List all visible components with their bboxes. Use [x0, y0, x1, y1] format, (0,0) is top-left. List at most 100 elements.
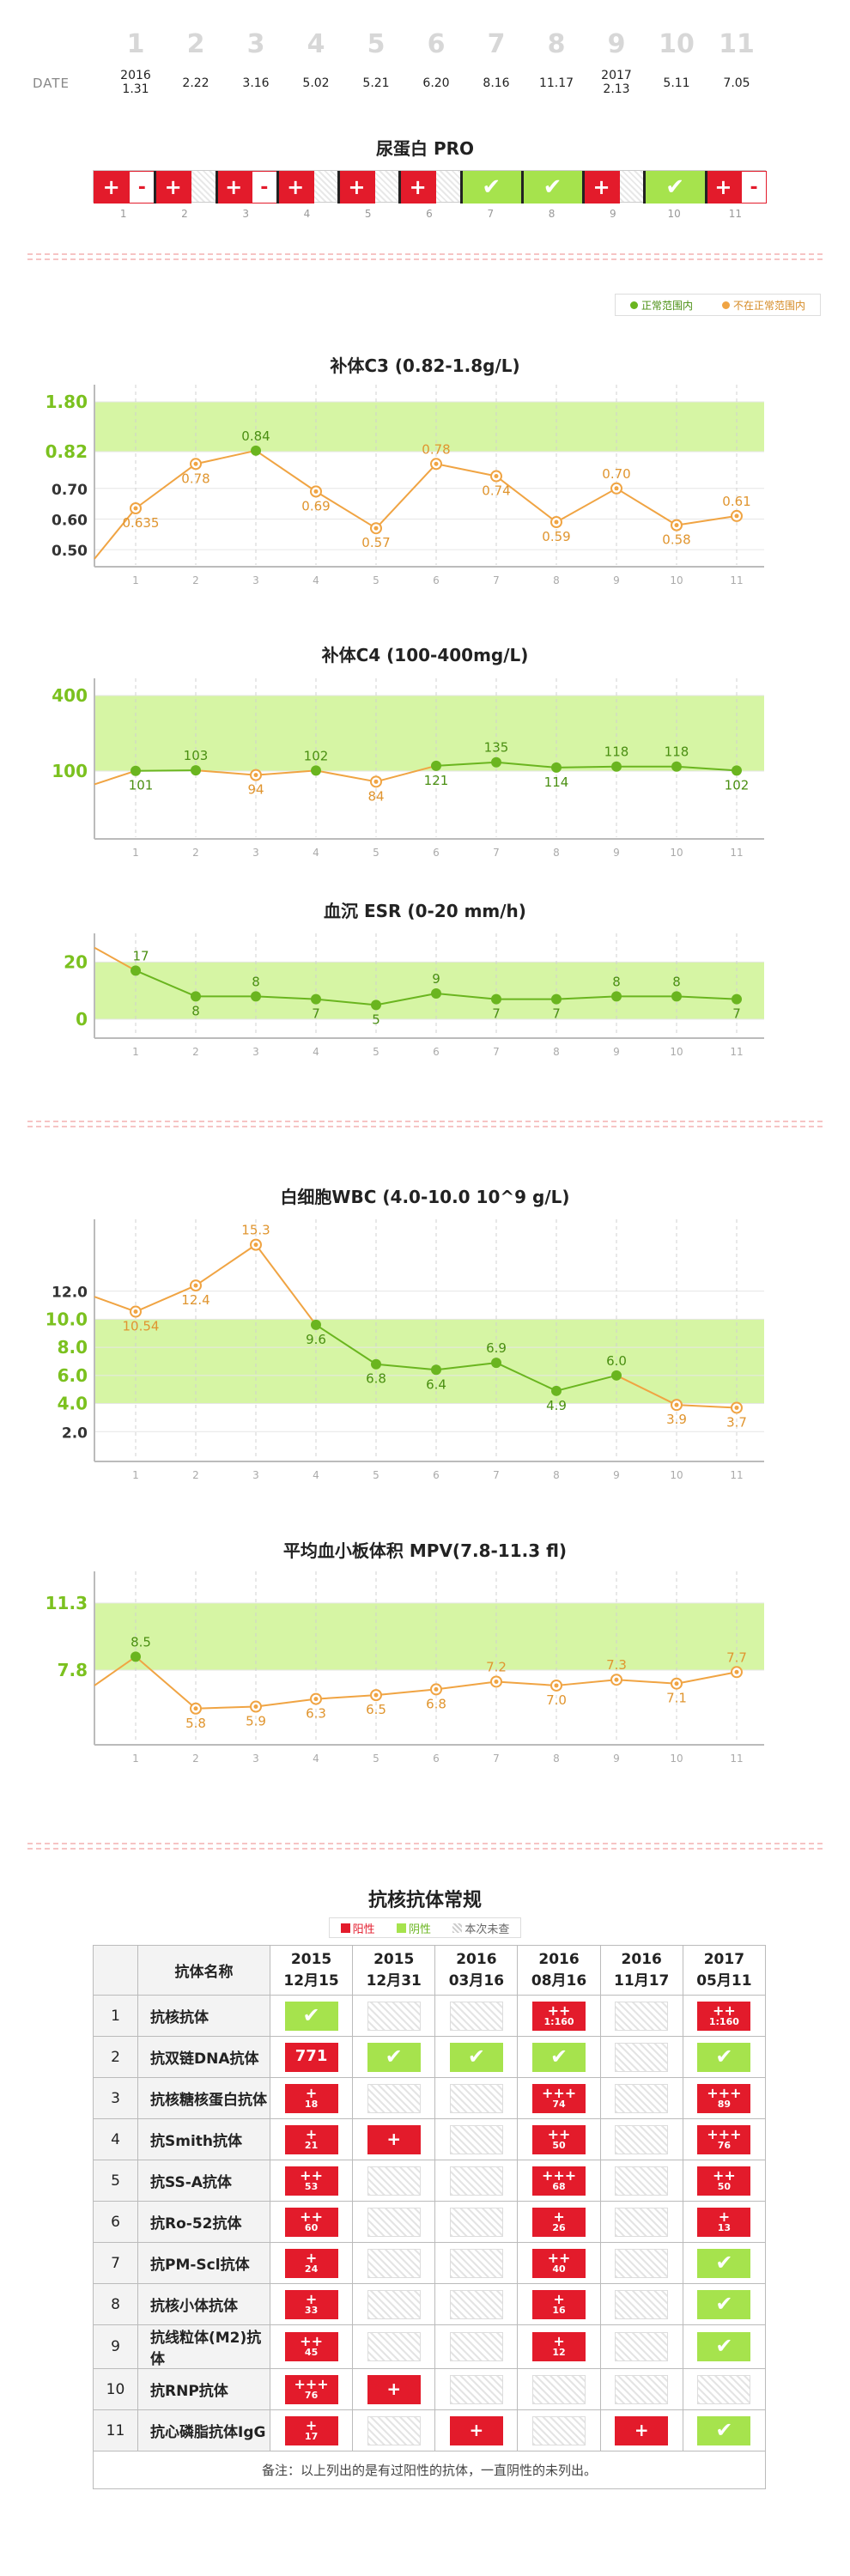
- ana-title: 抗核抗体常规: [367, 1890, 482, 1911]
- series-segment: [556, 1679, 617, 1686]
- y-tick-label: 400: [52, 685, 88, 706]
- data-label: 3.7: [726, 1414, 747, 1430]
- positive-badge: +33: [284, 2289, 338, 2319]
- ana-header-day: 12月15: [283, 1972, 339, 1990]
- series-segment: [435, 993, 497, 1000]
- x-tick-label: 4: [313, 1753, 319, 1765]
- x-tick-label: 6: [433, 1753, 440, 1765]
- ana-row: 1 抗核抗体 ✔ ++ 1:160 ++ 1:160: [93, 1995, 767, 2037]
- ana-row: 4 抗Smith抗体 +21 + ++ 50 +++ 76: [93, 2118, 767, 2160]
- ana-result-cell: [599, 2201, 683, 2243]
- data-label: 84: [367, 788, 384, 804]
- positive-value: 1:160: [543, 2015, 574, 2027]
- positive-badge: +++ 76: [284, 2374, 338, 2404]
- pro-strip: + - + + - + + + ✔ ✔ + ✔ + -: [93, 170, 767, 204]
- pro-positive-cell: +: [583, 171, 620, 204]
- series-lead-segment: [94, 1656, 137, 1686]
- negative-check-icon: ✔: [532, 2042, 586, 2072]
- positive-badge: ++ 53: [284, 2166, 338, 2196]
- series-segment: [195, 1243, 257, 1286]
- ana-antibody-name: 抗线粒体(M2)抗体: [137, 2324, 270, 2369]
- data-label: 7: [492, 1006, 501, 1022]
- series-segment: [676, 514, 738, 526]
- data-label: 101: [129, 778, 154, 793]
- data-point-normal: [311, 1319, 321, 1330]
- ana-antibody-name: 抗Smith抗体: [137, 2118, 270, 2160]
- data-label: 0.84: [241, 428, 270, 444]
- visit-number: 5: [367, 29, 386, 59]
- negative-check-icon: ✔: [449, 2042, 503, 2072]
- y-tick-label: 0.82: [46, 441, 88, 462]
- data-point-abnormal-core: [734, 513, 739, 519]
- series-segment: [135, 1285, 197, 1313]
- ana-antibody-name: 抗RNP抗体: [137, 2368, 270, 2410]
- chart-title: 补体C3 (0.82-1.8g/L): [330, 355, 520, 376]
- ana-antibody-name: 抗核糖核蛋白抗体: [137, 2077, 270, 2119]
- positive-level: +++: [294, 2375, 329, 2392]
- ana-row: 7 抗PM-Scl抗体 +24 ++ 40 ✔: [93, 2242, 767, 2284]
- not-tested-mark: [449, 2001, 503, 2031]
- normal-range-band: [94, 1602, 764, 1671]
- positive-value: 50: [552, 2139, 566, 2151]
- data-label: 6.9: [486, 1340, 507, 1356]
- chart-title: 白细胞WBC (4.0-10.0 10^9 g/L): [280, 1187, 570, 1207]
- data-point-abnormal-core: [193, 461, 198, 466]
- pro-index-label: 7: [487, 208, 495, 220]
- visit-number: 4: [307, 29, 325, 59]
- x-tick-label: 6: [433, 1046, 440, 1058]
- not-tested-mark: [449, 2207, 503, 2237]
- positive-badge: ++ 50: [532, 2124, 586, 2154]
- data-label: 102: [725, 777, 750, 793]
- ana-row-index: 11: [93, 2409, 138, 2451]
- data-point-normal: [611, 1370, 622, 1381]
- ana-result-cell: ✔: [682, 2242, 767, 2284]
- ana-header-year: 2016: [456, 1951, 497, 1968]
- data-label: 0.69: [301, 498, 330, 513]
- data-point-normal: [371, 1358, 381, 1370]
- ana-result-cell: +++ 74: [517, 2077, 601, 2119]
- data-label: 7: [312, 1006, 320, 1022]
- x-tick-label: 3: [252, 847, 259, 859]
- pro-index-label: 10: [667, 208, 681, 220]
- ana-result-cell: [352, 2409, 436, 2451]
- data-point-abnormal-core: [494, 1679, 499, 1684]
- pro-index-label: 2: [181, 208, 188, 220]
- series-segment: [195, 1705, 257, 1710]
- pro-trace-cell: -: [741, 171, 767, 204]
- not-tested-mark: [449, 2083, 503, 2113]
- x-tick-label: 2: [192, 1753, 199, 1765]
- legend-abnormal-dot: [721, 301, 730, 309]
- ana-header-date: 2015 12月15: [269, 1945, 354, 1996]
- chart-title: 平均血小板体积 MPV(7.8-11.3 fl): [282, 1540, 568, 1561]
- ana-result-cell: [599, 2160, 683, 2202]
- ana-result-cell: [599, 1995, 683, 2037]
- x-tick-label: 5: [373, 847, 379, 859]
- ana-result-cell: [434, 2077, 519, 2119]
- x-tick-label: 3: [252, 574, 259, 586]
- data-label: 0.74: [482, 483, 510, 499]
- data-point-normal: [732, 993, 742, 1005]
- x-tick-label: 3: [252, 1469, 259, 1481]
- ana-header-day: 11月17: [614, 1972, 670, 1990]
- x-tick-label: 2: [192, 1046, 199, 1058]
- data-label: 8.5: [131, 1634, 151, 1649]
- ana-row-index: 1: [93, 1995, 138, 2037]
- ana-table: 抗体名称 2015 12月15 2015 12月31 2016 03月16 2016 08月16…: [93, 1945, 767, 2489]
- visit-date: 5.11: [663, 76, 690, 90]
- data-label: 10.54: [123, 1319, 160, 1334]
- positive-level: +++: [541, 2084, 577, 2101]
- data-point-normal: [611, 761, 622, 772]
- not-tested-mark: [367, 2001, 421, 2031]
- series-segment: [135, 769, 197, 772]
- pro-cell-separator: [704, 171, 707, 204]
- series-segment: [616, 1374, 677, 1406]
- data-point-normal: [431, 760, 441, 771]
- series-segment: [556, 487, 617, 523]
- series-segment: [676, 765, 738, 772]
- negative-check-icon: ✔: [697, 2289, 751, 2319]
- pro-cell-separator: [459, 171, 463, 204]
- x-tick-label: 9: [613, 1753, 620, 1765]
- x-tick-label: 5: [373, 574, 379, 586]
- normal-range-band: [94, 402, 764, 452]
- data-point-abnormal-core: [373, 1692, 379, 1698]
